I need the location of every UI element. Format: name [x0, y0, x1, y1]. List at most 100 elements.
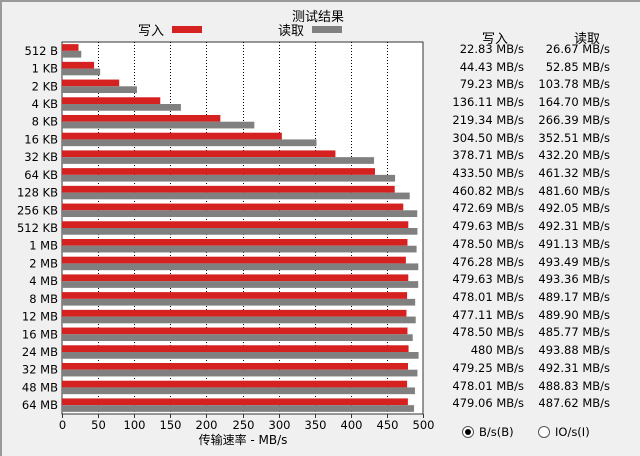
write-speed-value: 477.11 MB/s — [452, 307, 524, 322]
read-bar — [62, 405, 415, 412]
y-tick-label: 64 KB — [24, 168, 58, 182]
result-row: 476.28 MB/s 493.49 MB/s — [430, 255, 620, 272]
y-tick-label: 2 KB — [32, 79, 59, 93]
read-speed-value: 266.39 MB/s — [538, 112, 610, 127]
unit-iops-radio[interactable] — [538, 426, 550, 438]
unit-bytes-label: B/s(B) — [479, 425, 514, 439]
write-bar — [62, 132, 282, 140]
y-tick-label: 12 MB — [22, 310, 58, 324]
result-row: 479.25 MB/s 492.31 MB/s — [430, 361, 620, 378]
read-speed-value: 485.77 MB/s — [538, 325, 610, 340]
write-bar — [62, 380, 408, 388]
read-speed-value: 352.51 MB/s — [538, 130, 610, 145]
write-speed-value: 79.23 MB/s — [459, 77, 524, 92]
result-row: 478.01 MB/s 489.17 MB/s — [430, 290, 620, 307]
unit-option-bytes[interactable]: B/s(B) — [462, 425, 514, 439]
y-tick-label: 512 KB — [17, 221, 58, 235]
read-bar — [62, 157, 375, 164]
write-speed-value: 479.63 MB/s — [452, 272, 524, 287]
read-speed-value: 493.88 MB/s — [538, 343, 610, 358]
write-speed-value: 480 MB/s — [470, 343, 524, 358]
read-speed-value: 164.70 MB/s — [538, 95, 610, 110]
write-bar — [62, 398, 408, 406]
y-tick-label: 512 B — [25, 44, 59, 58]
result-row: 478.50 MB/s 491.13 MB/s — [430, 237, 620, 254]
read-bar — [62, 86, 137, 94]
write-speed-value: 479.06 MB/s — [452, 396, 524, 411]
write-bar — [62, 256, 406, 264]
result-row: 79.23 MB/s 103.78 MB/s — [430, 77, 620, 94]
unit-bytes-radio[interactable] — [462, 426, 474, 438]
y-tick-label: 4 KB — [32, 97, 59, 111]
write-bar — [62, 168, 375, 175]
unit-option-iops[interactable]: IO/s(I) — [538, 425, 590, 439]
read-bar — [62, 263, 419, 271]
write-speed-value: 478.50 MB/s — [452, 325, 524, 340]
x-axis-label: 传输速率 - MB/s — [199, 432, 288, 447]
read-speed-value: 489.90 MB/s — [538, 307, 610, 322]
y-tick-label: 2 MB — [29, 256, 58, 270]
write-bar — [62, 274, 409, 282]
write-bar — [62, 61, 95, 69]
write-bar — [62, 362, 409, 370]
read-speed-value: 52.85 MB/s — [545, 59, 610, 74]
read-speed-value: 491.13 MB/s — [538, 236, 610, 251]
y-tick-label: 64 MB — [22, 398, 58, 412]
result-row: 22.83 MB/s 26.67 MB/s — [430, 42, 620, 59]
read-bar — [62, 352, 419, 359]
result-row: 477.11 MB/s 489.90 MB/s — [430, 308, 620, 325]
write-bar — [62, 203, 404, 211]
y-tick-label: 48 MB — [22, 380, 58, 394]
read-bar — [62, 174, 396, 182]
results-title: 测试结果 — [292, 10, 345, 25]
read-bar — [62, 210, 418, 218]
x-tick-label: 350 — [305, 418, 327, 432]
write-speed-value: 433.50 MB/s — [452, 166, 524, 180]
x-tick-label: 250 — [233, 418, 255, 432]
result-row: 219.34 MB/s 266.39 MB/s — [430, 113, 620, 130]
y-tick-label: 4 MB — [29, 274, 58, 288]
window-top-border — [0, 0, 640, 2]
x-tick-label: 100 — [124, 418, 146, 432]
write-bar — [62, 185, 395, 193]
result-row: 44.43 MB/s 52.85 MB/s — [430, 60, 620, 77]
legend-write: 写入 — [138, 20, 203, 39]
read-speed-value: 461.32 MB/s — [538, 166, 610, 180]
result-row: 480 MB/s 493.88 MB/s — [430, 343, 620, 360]
read-bar — [62, 245, 417, 253]
legend-write-swatch — [172, 26, 203, 33]
write-speed-value: 460.82 MB/s — [452, 183, 524, 198]
y-tick-label: 1 KB — [32, 62, 59, 76]
result-row: 478.50 MB/s 485.77 MB/s — [430, 325, 620, 342]
read-bar — [62, 104, 181, 111]
read-speed-value: 493.36 MB/s — [538, 272, 610, 287]
result-row: 479.63 MB/s 492.31 MB/s — [430, 219, 620, 236]
read-speed-value: 488.83 MB/s — [538, 378, 610, 393]
legend-read-swatch — [312, 26, 343, 33]
read-speed-value: 492.05 MB/s — [538, 201, 610, 216]
read-bar — [62, 68, 101, 76]
y-tick-label: 256 KB — [17, 203, 58, 217]
read-bar — [62, 298, 416, 306]
y-tick-label: 16 KB — [24, 132, 58, 146]
write-bar — [62, 44, 79, 51]
read-bar — [62, 387, 415, 395]
read-bar — [62, 50, 82, 58]
write-speed-value: 479.63 MB/s — [452, 219, 524, 234]
read-bar — [62, 316, 416, 324]
write-bar — [62, 292, 408, 299]
read-bar — [62, 228, 418, 235]
read-column-header: 读取 — [574, 32, 601, 47]
y-tick-label: 24 MB — [22, 345, 58, 359]
x-tick-label: 200 — [196, 418, 218, 432]
write-bar — [62, 221, 409, 228]
write-speed-value: 478.01 MB/s — [452, 378, 524, 393]
y-tick-label: 8 KB — [32, 115, 59, 129]
read-speed-value: 492.31 MB/s — [538, 219, 610, 234]
read-bar — [62, 192, 410, 200]
legend-read: 读取 — [278, 20, 343, 39]
x-tick-label: 300 — [269, 418, 291, 432]
read-bar — [62, 334, 413, 342]
result-row: 479.06 MB/s 487.62 MB/s — [430, 396, 620, 413]
